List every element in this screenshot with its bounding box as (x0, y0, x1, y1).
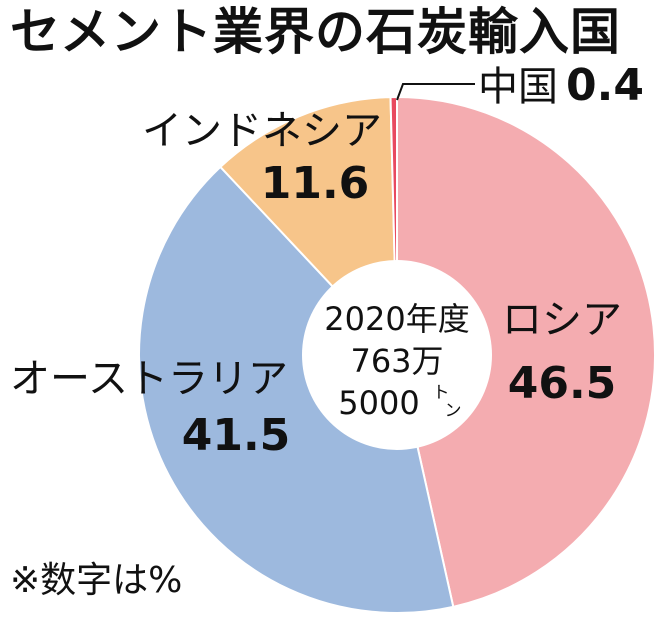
chart-title: セメント業界の石炭輸入国 (10, 3, 621, 61)
slice-value-australia: 41.5 (182, 410, 291, 461)
slice-label-china: 中国 (478, 64, 558, 110)
slice-label-russia: ロシア (502, 297, 622, 343)
slice-0 (396, 95, 656, 608)
center-line-year: 2020年度 (324, 300, 469, 338)
china-leader-line (396, 83, 475, 101)
slice-label-australia: オーストラリア (10, 356, 288, 402)
center-unit-to: ト (433, 383, 450, 403)
donut-slices (138, 95, 656, 614)
center-line-amount: 763万 (350, 342, 443, 380)
footnote: ※数字は% (10, 560, 183, 601)
center-unit-n: ン (445, 401, 462, 421)
center-line-amount-2: 5000 (338, 384, 419, 422)
slice-value-russia: 46.5 (508, 358, 617, 409)
donut-hole (302, 260, 492, 450)
slice-value-china: 0.4 (566, 60, 644, 111)
slice-1 (138, 165, 455, 614)
slice-value-indonesia: 11.6 (261, 158, 370, 209)
slice-label-indonesia: インドネシア (142, 108, 382, 154)
